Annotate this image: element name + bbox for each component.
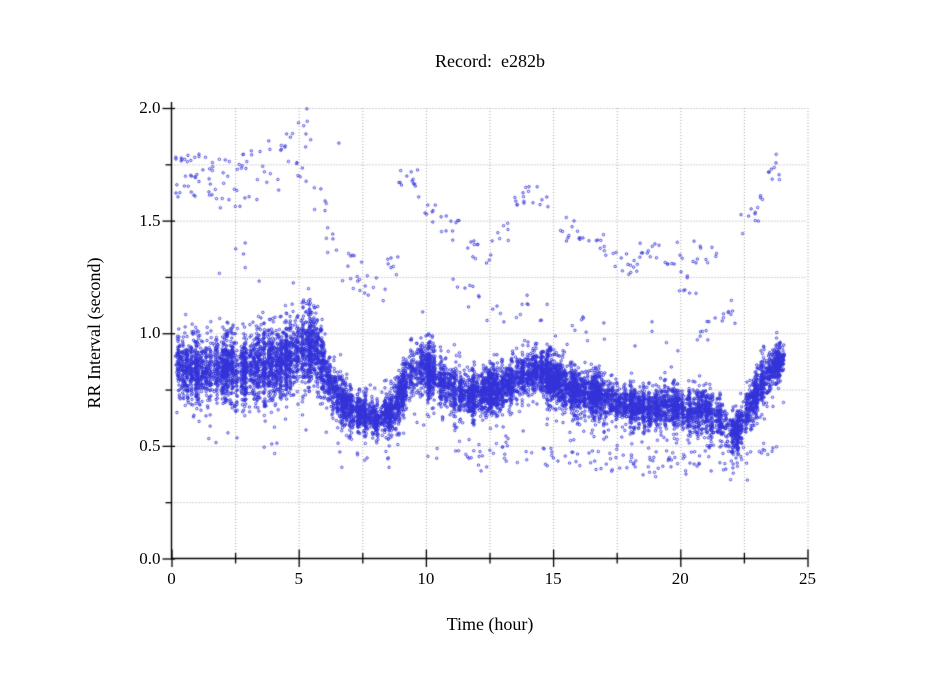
y-tick-label: 1.0 <box>139 323 161 343</box>
x-tick-label: 0 <box>167 568 176 588</box>
y-tick-label: 2.0 <box>139 98 161 117</box>
y-tick-label: 0.0 <box>139 548 161 568</box>
x-axis-title: Time (hour) <box>446 614 534 634</box>
x-tick-label: 10 <box>417 568 435 588</box>
y-tick-label: 0.5 <box>139 435 161 455</box>
x-tick-label: 15 <box>544 568 562 588</box>
x-tick-label: 5 <box>294 568 303 588</box>
chart-title: Record: e282b <box>435 51 545 71</box>
x-tick-label: 20 <box>671 568 689 588</box>
x-tick-label: 25 <box>799 568 816 588</box>
y-tick-label: 1.5 <box>139 210 161 230</box>
